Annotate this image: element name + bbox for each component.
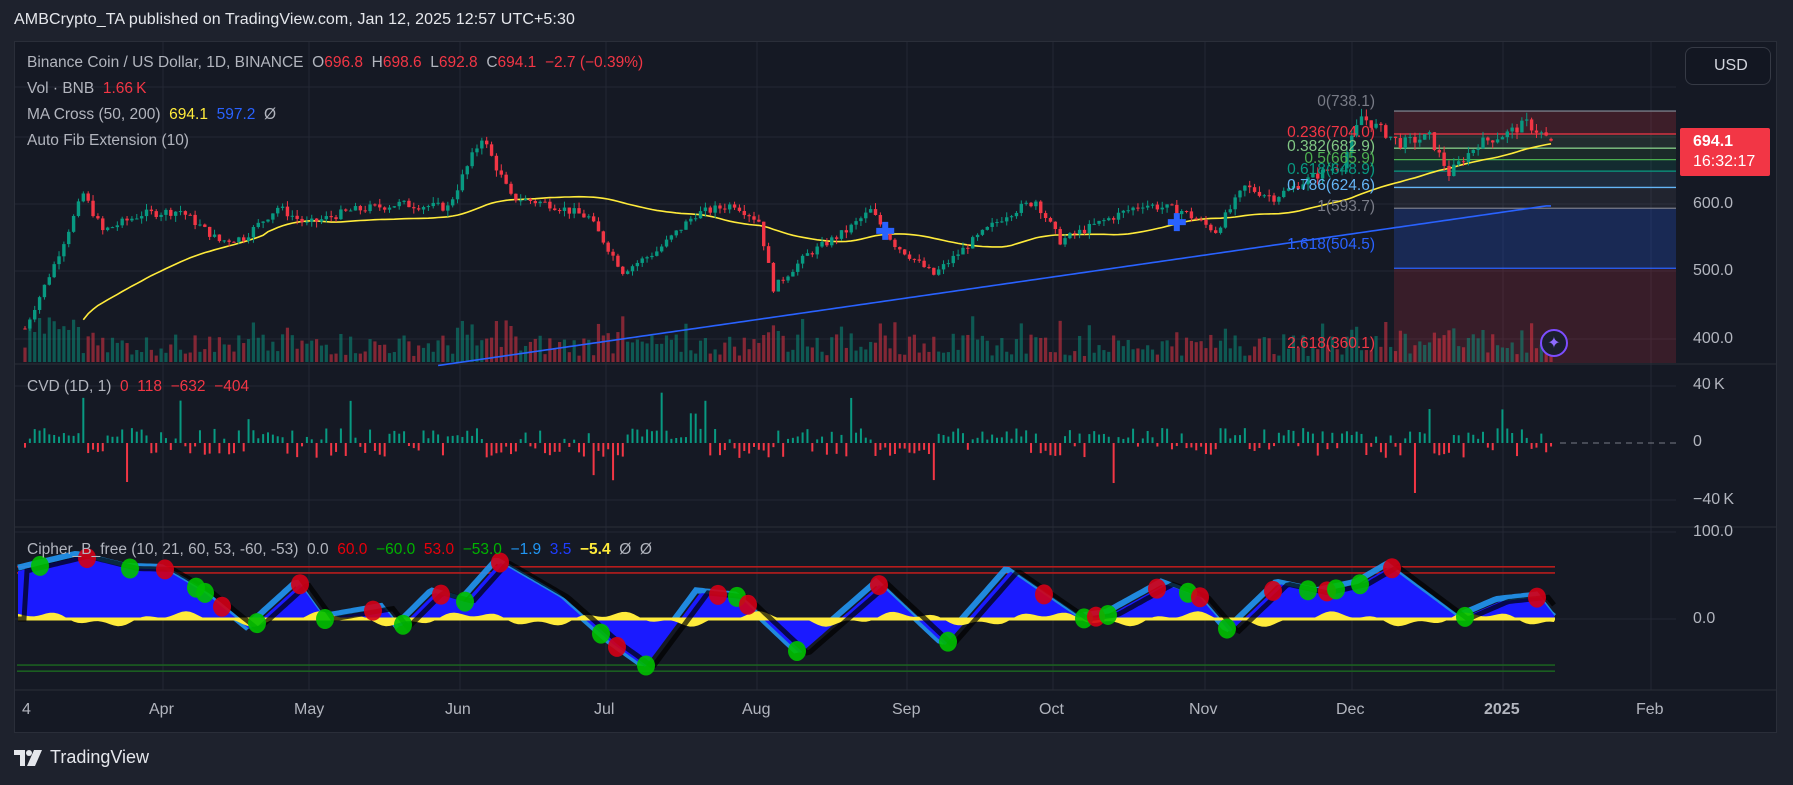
time-axis-label: 4 [22, 701, 31, 718]
volume-value: 1.66 K [102, 80, 147, 97]
last-price-tag: 694.1 16:32:17 [1680, 128, 1770, 176]
fib-extension-legend[interactable]: Auto Fib Extension (10) [27, 132, 189, 149]
cvd-legend[interactable]: CVD (1D, 1) 0 118 −632 −404 [27, 378, 250, 395]
cvd-axis-label: −40 K [1693, 491, 1735, 508]
cvd-axis-label: 40 K [1693, 376, 1725, 393]
sparkle-icon: ✦ [1547, 335, 1561, 352]
fib-level-label: 1.618(504.5) [1287, 236, 1375, 253]
cvd-axis-label: 0 [1693, 433, 1702, 450]
fib-level-label: 0.382(682.9) [1287, 138, 1375, 156]
time-axis-label: May [294, 701, 325, 718]
cipher-axis-label: 0.0 [1693, 610, 1716, 627]
time-axis-label: Jul [594, 701, 615, 718]
high-value: 698.6 [382, 54, 422, 71]
tradingview-logo[interactable]: TradingView [14, 747, 149, 768]
ma200-value: 597.2 [216, 106, 256, 123]
open-value: 696.8 [324, 54, 364, 71]
fib-level-label: 2.618(360.1) [1287, 335, 1375, 352]
price-axis-label: 600.0 [1693, 195, 1734, 212]
low-value: 692.8 [438, 54, 478, 71]
published-info: AMBCrypto_TA published on TradingView.co… [14, 11, 575, 28]
time-axis-label: Sep [892, 701, 921, 718]
fib-level-label: 1(593.7) [1317, 198, 1375, 216]
ma-cross-legend[interactable]: MA Cross (50, 200) 694.1 597.2 Ø [27, 106, 277, 123]
last-price: 694.1 [1693, 133, 1734, 150]
time-axis-label: Dec [1336, 701, 1365, 718]
fib-level-label: 0.236(704.0) [1287, 124, 1375, 141]
ai-assistant-button[interactable]: ✦ [1540, 329, 1568, 357]
time-axis-label: Jun [445, 701, 471, 718]
time-axis-label: Feb [1636, 701, 1664, 718]
time-axis-label: 2025 [1484, 701, 1520, 718]
fib-level-label: 0.618(648.9) [1287, 161, 1375, 179]
bar-countdown: 16:32:17 [1693, 153, 1756, 170]
time-axis-label: Apr [149, 701, 174, 718]
fib-level-label: 0(738.1) [1317, 93, 1375, 111]
price-axis-label: 400.0 [1693, 330, 1734, 347]
time-axis-label: Aug [742, 701, 771, 718]
fib-level-label: 0.5(665.9) [1304, 149, 1375, 167]
fib-level-label: 0.786(624.6) [1287, 177, 1375, 195]
cipher-b-legend[interactable]: Cipher_B_free (10, 21, 60, 53, -60, -53)… [27, 541, 652, 558]
main-legend[interactable]: Binance Coin / US Dollar, 1D, BINANCE O6… [27, 54, 644, 71]
ma50-value: 694.1 [169, 106, 208, 123]
change-value: −2.7 (−0.39%) [544, 54, 644, 71]
price-axis-label: 500.0 [1693, 262, 1734, 279]
close-value: 694.1 [497, 54, 537, 71]
volume-legend[interactable]: Vol · BNB 1.66 K [27, 80, 147, 97]
tradingview-logo-icon [14, 749, 42, 766]
time-axis-label: Oct [1039, 701, 1064, 718]
time-axis-label: Nov [1189, 701, 1218, 718]
cipher-axis-label: 100.0 [1693, 523, 1734, 540]
symbol-title[interactable]: Binance Coin / US Dollar, 1D, BINANCE [27, 54, 304, 71]
currency-button[interactable]: USD [1685, 47, 1771, 85]
